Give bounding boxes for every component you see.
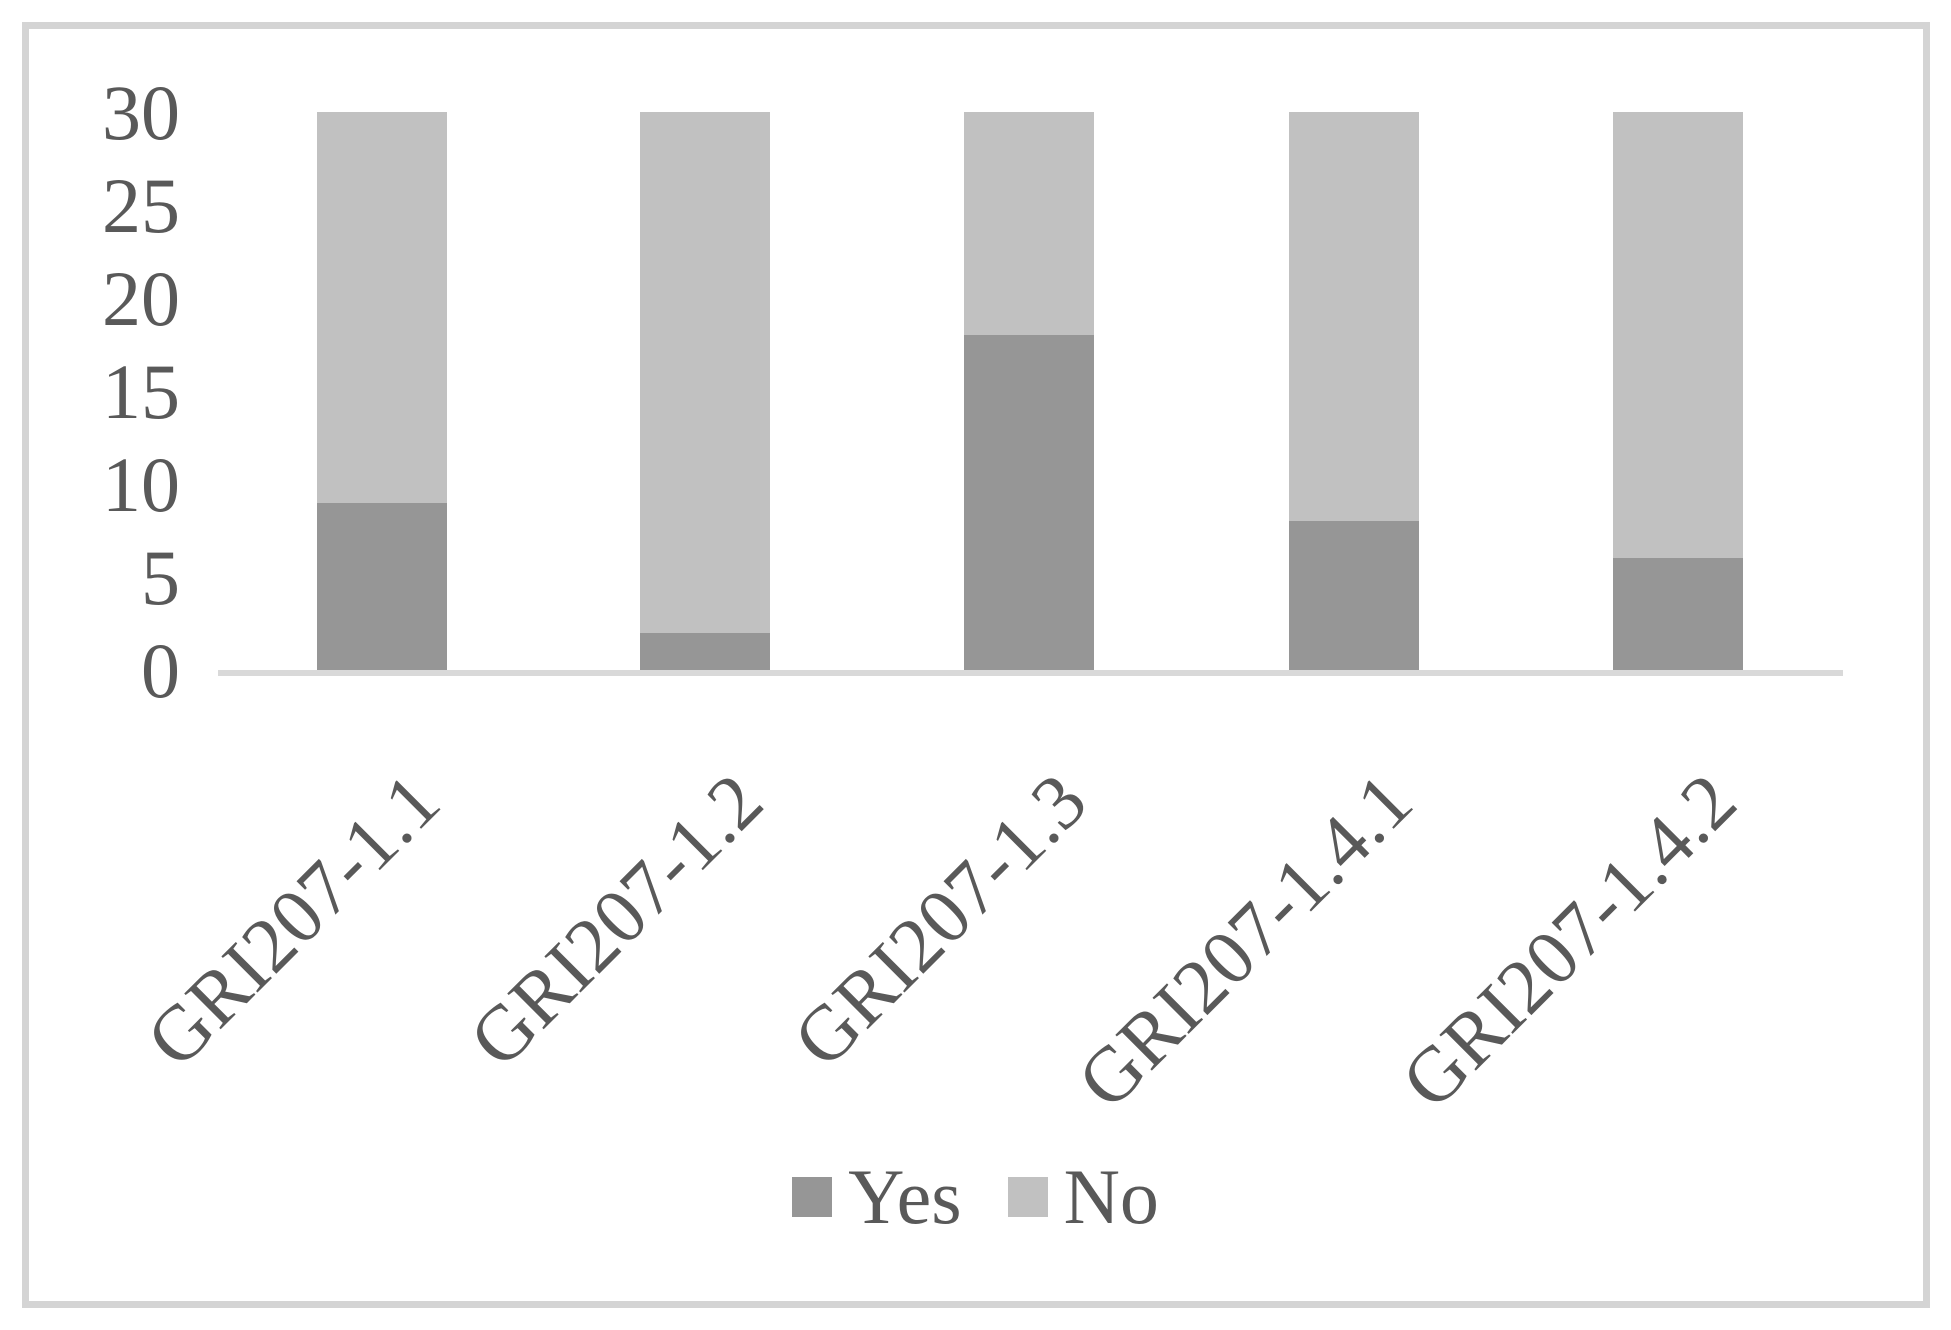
y-tick-label: 5 bbox=[141, 534, 180, 621]
y-tick-label: 15 bbox=[102, 348, 180, 435]
y-tick-label: 30 bbox=[102, 69, 180, 156]
x-tick-label: GRI207-1.3 bbox=[776, 756, 1104, 1084]
stacked-bar-GRI207-1.2 bbox=[640, 112, 770, 670]
legend-item-yes: Yes bbox=[792, 1152, 962, 1242]
x-axis-line bbox=[218, 670, 1843, 676]
bar-segment-yes bbox=[317, 502, 447, 670]
legend: Yes No bbox=[0, 1152, 1951, 1242]
y-tick-label: 0 bbox=[141, 627, 180, 714]
bar-segment-yes bbox=[640, 632, 770, 670]
x-tick-label: GRI207-1.1 bbox=[129, 756, 457, 1084]
bar-segment-no bbox=[964, 112, 1094, 336]
y-tick-label: 10 bbox=[102, 441, 180, 528]
x-tick-label: GRI207-1.4.1 bbox=[1060, 756, 1429, 1125]
stacked-bar-GRI207-1.4.1 bbox=[1289, 112, 1419, 670]
bar-segment-yes bbox=[964, 335, 1094, 670]
bar-segment-no bbox=[317, 112, 447, 503]
legend-label: No bbox=[1063, 1153, 1159, 1240]
legend-label: Yes bbox=[848, 1153, 962, 1240]
stacked-bar-GRI207-1.1 bbox=[317, 112, 447, 670]
bar-segment-yes bbox=[1289, 521, 1419, 670]
bar-segment-no bbox=[1613, 112, 1743, 559]
bar-segment-no bbox=[1289, 112, 1419, 522]
y-tick-label: 20 bbox=[102, 255, 180, 342]
legend-swatch-yes bbox=[792, 1177, 833, 1217]
bar-segment-no bbox=[640, 112, 770, 633]
legend-item-no: No bbox=[1007, 1152, 1159, 1242]
y-tick-label: 25 bbox=[102, 162, 180, 249]
stacked-bar-GRI207-1.3 bbox=[964, 112, 1094, 670]
bar-segment-yes bbox=[1613, 558, 1743, 670]
stacked-bar-GRI207-1.4.2 bbox=[1613, 112, 1743, 670]
x-tick-label: GRI207-1.2 bbox=[452, 756, 780, 1084]
x-tick-label: GRI207-1.4.2 bbox=[1384, 756, 1753, 1125]
legend-swatch-no bbox=[1007, 1177, 1048, 1217]
